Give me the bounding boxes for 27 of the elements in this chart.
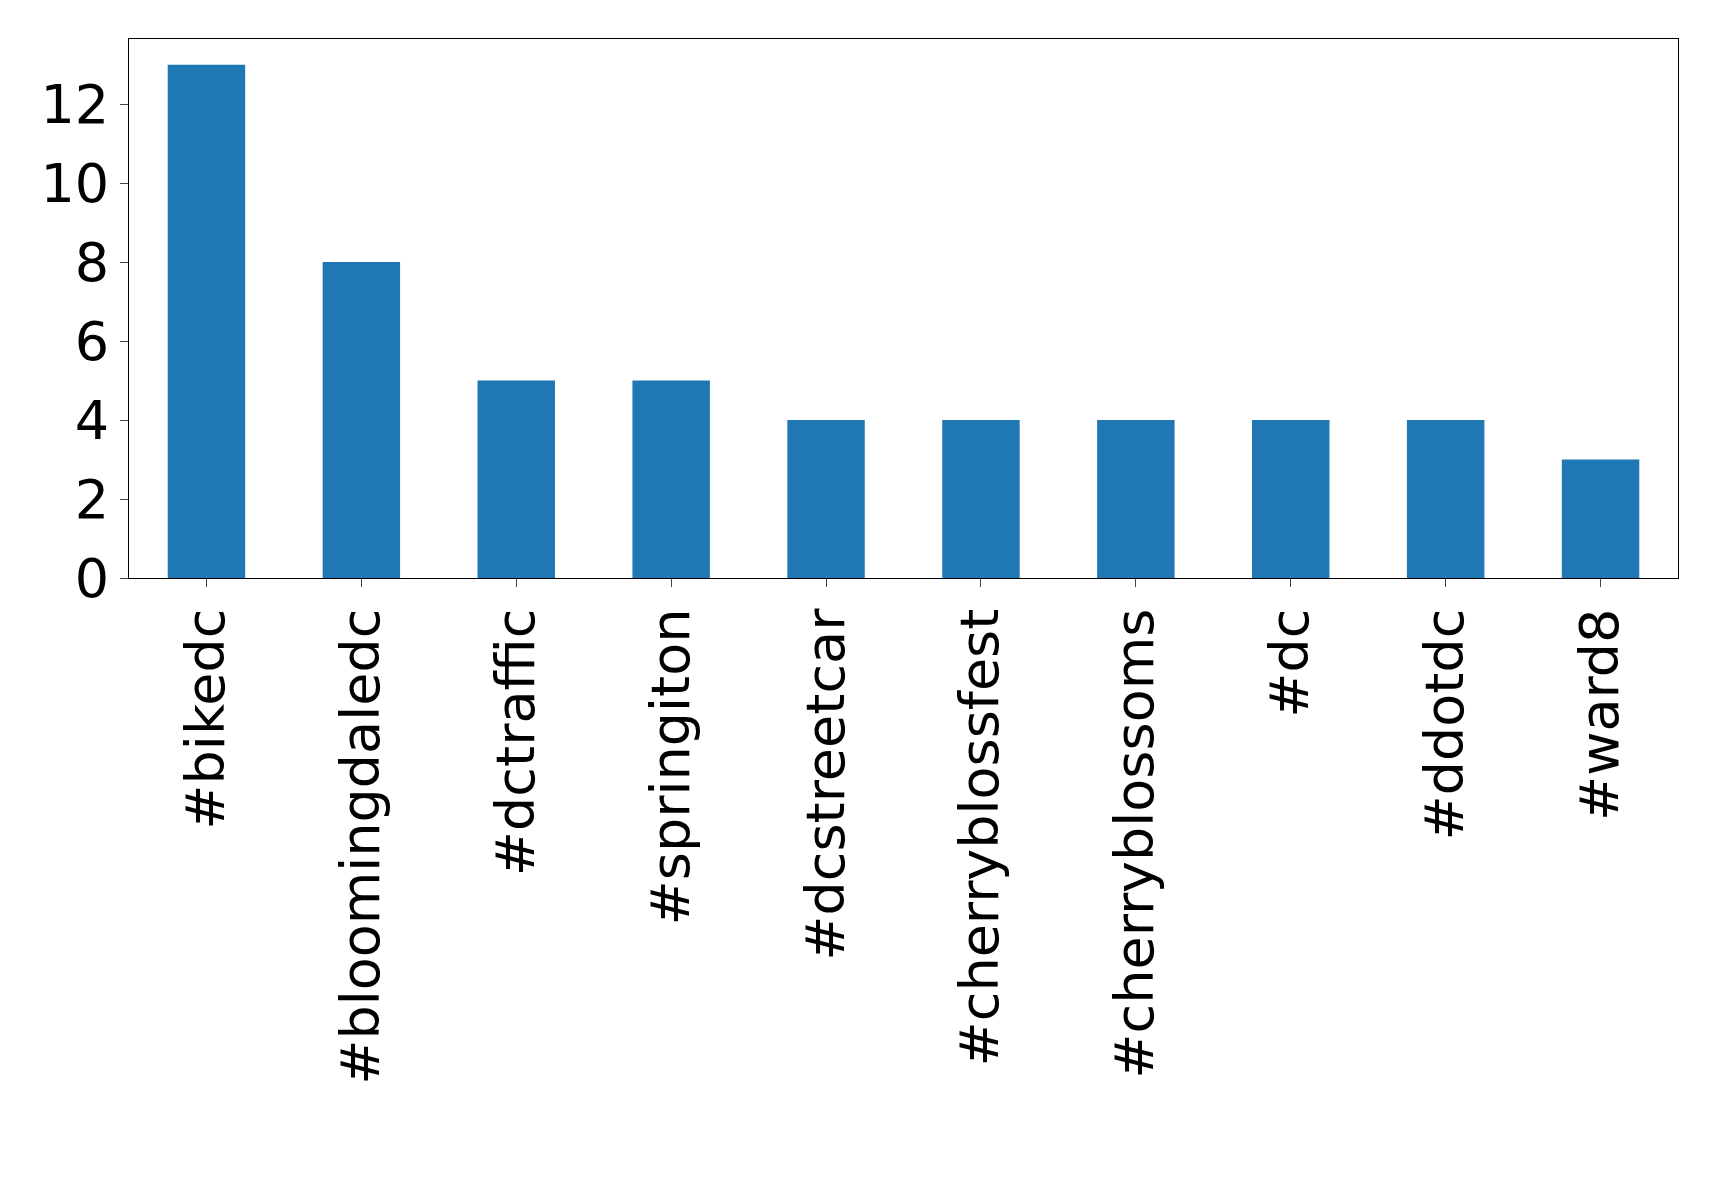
x-tick-label: #cherryblossoms (1103, 608, 1167, 1079)
bar (1097, 420, 1175, 578)
bar (787, 420, 865, 578)
y-tick-label: 12 (40, 73, 110, 137)
bar (1561, 459, 1640, 578)
y-tick-label: 10 (40, 152, 110, 216)
y-tick-label: 0 (74, 546, 110, 610)
bar (632, 380, 710, 578)
bar (942, 420, 1020, 578)
bar (477, 380, 555, 578)
x-tick-label: #cherryblossfest (948, 608, 1012, 1067)
x-tick-label: #dcstreetcar (793, 607, 857, 961)
x-tick-label: #bikedc (174, 608, 237, 830)
bar (322, 262, 401, 578)
x-tick-label: #dctraffic (483, 608, 547, 877)
bar (1406, 420, 1485, 578)
x-tick-label: #springiton (638, 608, 702, 926)
x-tick-label: #ddotdc (1413, 608, 1477, 841)
x-tick-label: #bloomingdaledc (328, 608, 392, 1085)
y-tick-label: 4 (74, 388, 110, 452)
y-tick-label: 6 (74, 309, 110, 373)
y-tick-label: 2 (74, 467, 110, 531)
y-tick-label: 8 (74, 231, 110, 294)
bar (167, 64, 246, 578)
bar (1252, 420, 1330, 578)
x-tick-label: #dc (1258, 608, 1322, 718)
x-tick-label: #ward8 (1568, 608, 1632, 821)
